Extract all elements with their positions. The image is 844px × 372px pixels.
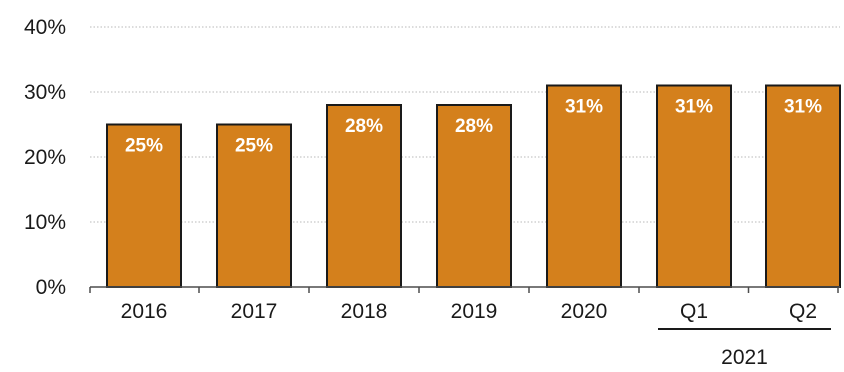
y-tick-label: 30% <box>24 81 66 104</box>
x-tick-label: Q2 <box>789 300 817 323</box>
bar-2017 <box>216 123 292 288</box>
data-label: 25% <box>125 136 163 157</box>
y-tick-label: 20% <box>24 146 66 169</box>
data-label: 25% <box>235 136 273 157</box>
x-tick-label: 2018 <box>341 300 388 323</box>
y-axis-ticks: 0% 10% 20% 30% 40% <box>24 16 66 299</box>
group-bracket: 2021 <box>658 328 831 369</box>
bars: 25% 25% 28% 28% 31% 31% 31% <box>106 84 841 288</box>
bar-2019 <box>436 104 512 288</box>
x-axis <box>89 286 840 293</box>
x-tick-label: 2016 <box>121 300 168 323</box>
y-tick-label: 0% <box>36 276 66 299</box>
x-axis-labels: 2016 2017 2018 2019 2020 Q1 Q2 <box>121 300 817 323</box>
x-tick-label: 2020 <box>561 300 608 323</box>
x-tick-label: Q1 <box>680 300 708 323</box>
data-label: 31% <box>565 97 603 118</box>
x-tick-label: 2019 <box>451 300 498 323</box>
bar-2018 <box>326 104 402 288</box>
bar-Q2 <box>765 84 841 288</box>
data-label: 28% <box>455 116 493 137</box>
data-label: 28% <box>345 116 383 137</box>
group-label-2021: 2021 <box>721 346 768 369</box>
data-label: 31% <box>784 97 822 118</box>
y-tick-label: 40% <box>24 16 66 39</box>
y-tick-label: 10% <box>24 211 66 234</box>
x-tick-label: 2017 <box>231 300 278 323</box>
data-label: 31% <box>675 97 713 118</box>
bar-Q1 <box>656 84 732 288</box>
